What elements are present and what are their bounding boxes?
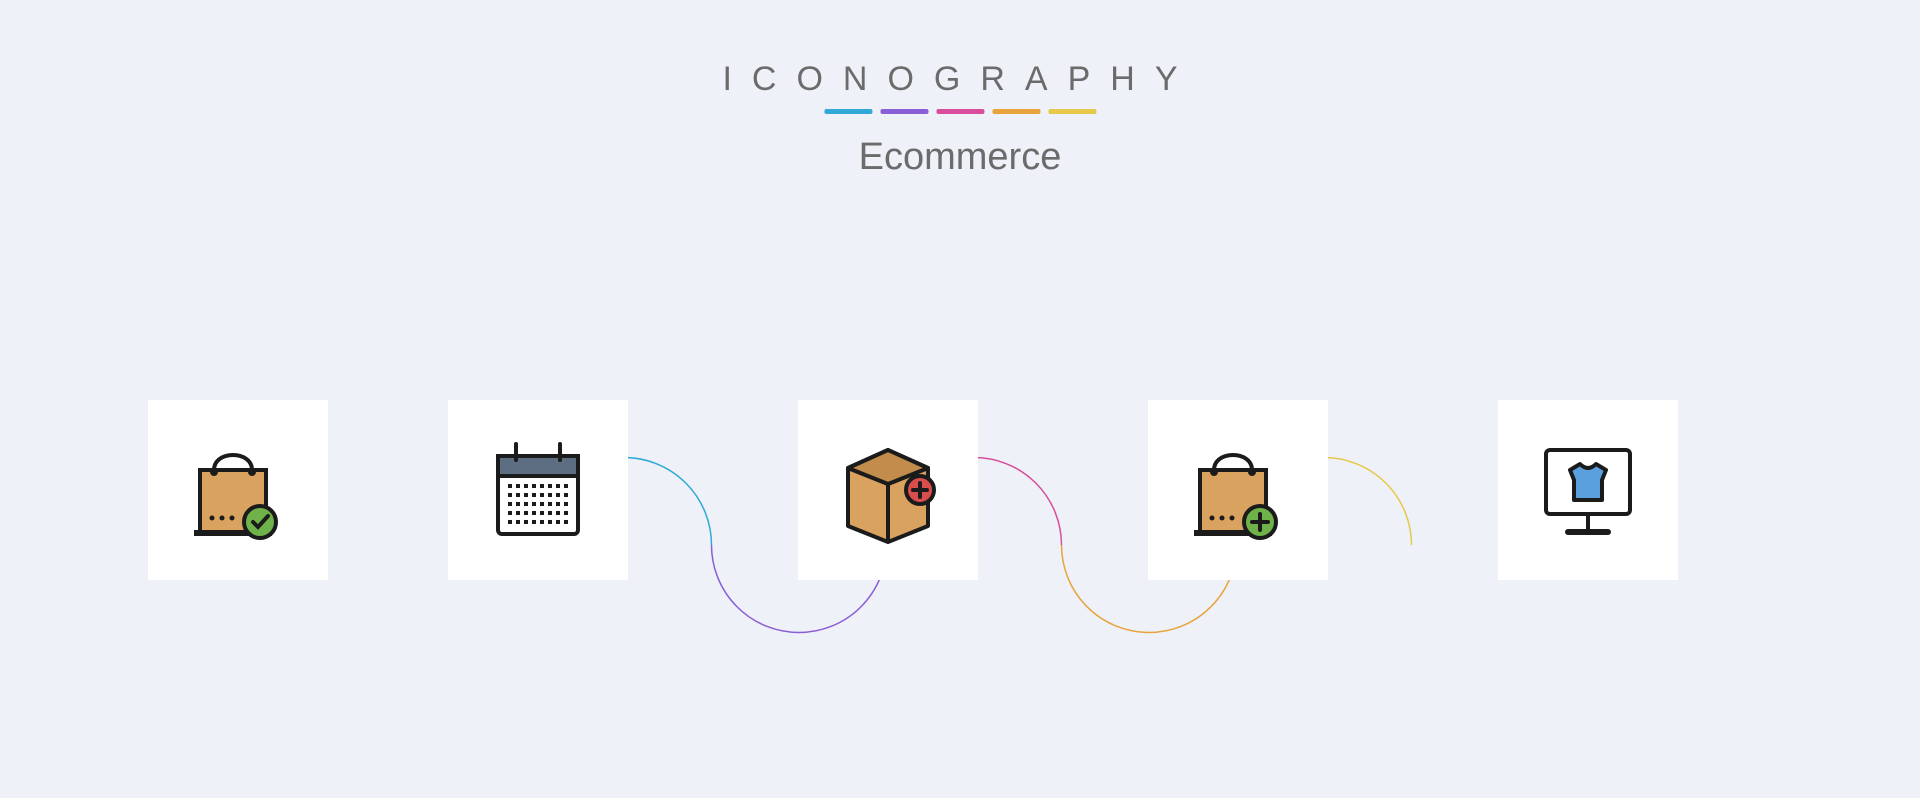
dash-2 <box>880 109 928 114</box>
tile-calendar <box>448 400 628 580</box>
tile-bag-check <box>148 400 328 580</box>
box-add-icon <box>828 430 948 550</box>
calendar-icon <box>478 430 598 550</box>
dash-3 <box>936 109 984 114</box>
shopping-bag-add-icon <box>1178 430 1298 550</box>
brand-dashes <box>722 109 1197 114</box>
tile-bag-add <box>1148 400 1328 580</box>
dash-1 <box>824 109 872 114</box>
icons-row <box>0 400 1920 660</box>
dash-5 <box>1048 109 1096 114</box>
online-shirt-icon <box>1528 430 1648 550</box>
iconography-title: ICONOGRAPHY <box>722 60 1197 99</box>
shopping-bag-check-icon <box>178 430 298 550</box>
header: ICONOGRAPHY Ecommerce <box>722 60 1197 179</box>
subtitle: Ecommerce <box>722 136 1197 179</box>
tile-box-add <box>798 400 978 580</box>
tile-online-shirt <box>1498 400 1678 580</box>
dash-4 <box>992 109 1040 114</box>
